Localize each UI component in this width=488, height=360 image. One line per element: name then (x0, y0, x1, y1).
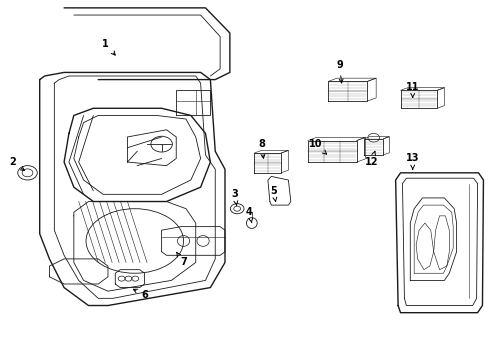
Text: 11: 11 (405, 82, 419, 98)
Text: 1: 1 (102, 39, 115, 55)
Text: 7: 7 (176, 252, 186, 267)
Text: 13: 13 (405, 153, 419, 169)
Text: 4: 4 (245, 207, 252, 223)
Text: 6: 6 (133, 289, 147, 300)
Text: 12: 12 (364, 151, 377, 167)
Text: 2: 2 (9, 157, 24, 171)
Text: 9: 9 (336, 60, 343, 83)
Text: 3: 3 (231, 189, 238, 205)
Text: 10: 10 (308, 139, 326, 154)
Text: 8: 8 (258, 139, 264, 158)
Text: 5: 5 (270, 186, 277, 202)
